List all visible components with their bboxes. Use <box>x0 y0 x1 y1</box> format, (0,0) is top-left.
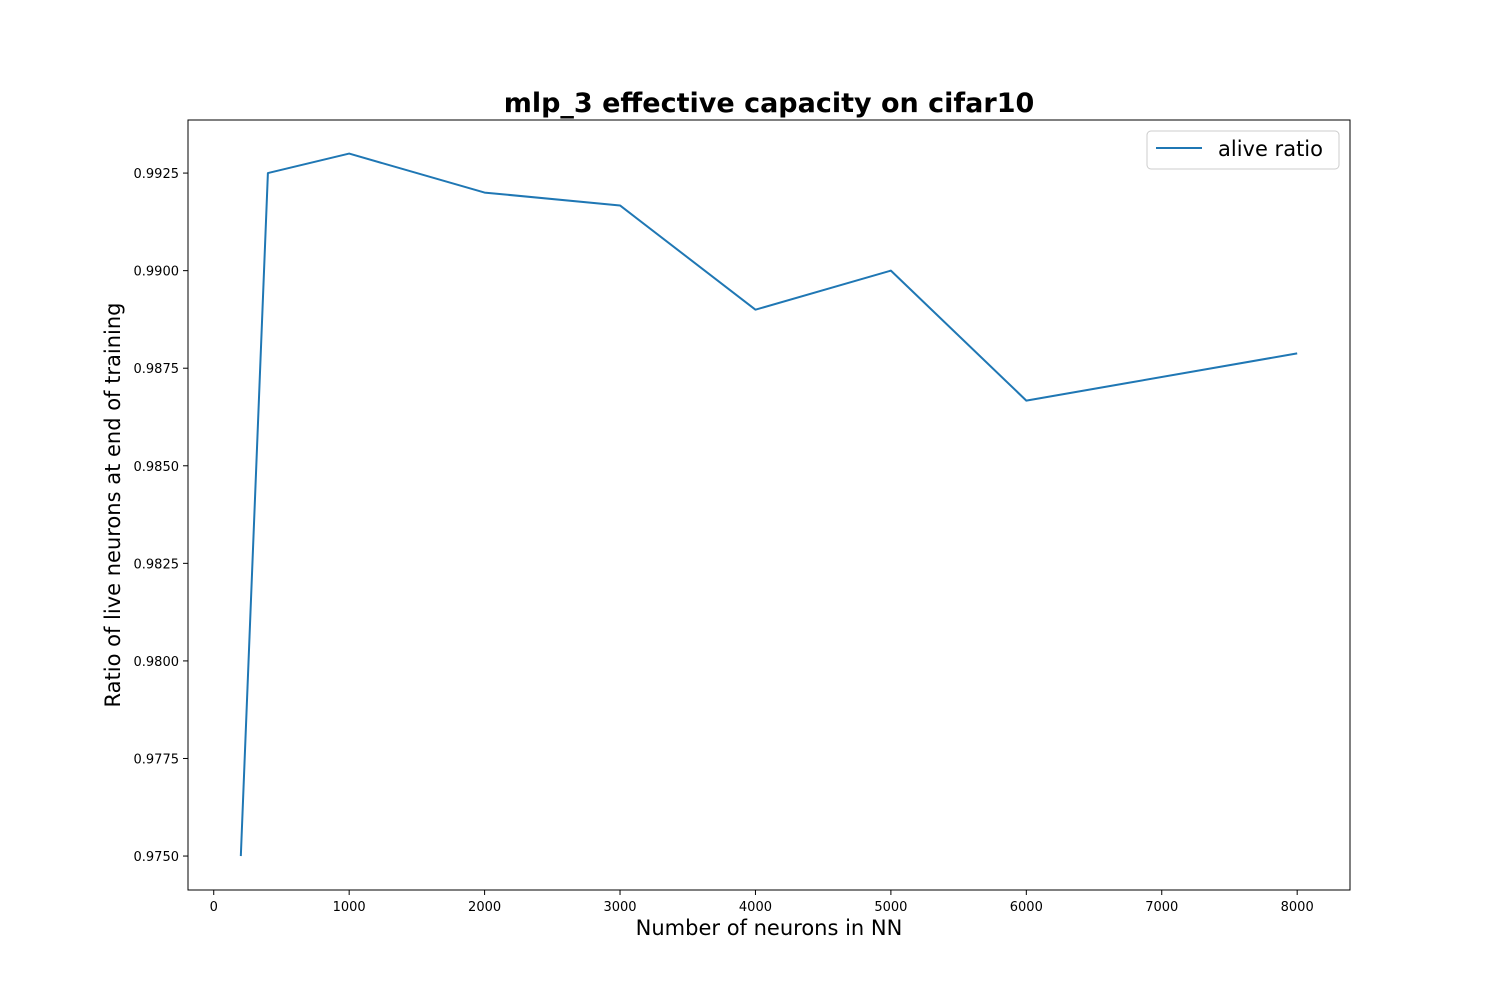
x-tick-label: 1000 <box>333 900 366 915</box>
y-tick-label: 0.9875 <box>134 362 180 377</box>
x-tick-label: 2000 <box>468 900 501 915</box>
y-tick-label: 0.9850 <box>134 460 180 475</box>
y-tick-label: 0.9800 <box>134 655 180 670</box>
y-axis: 0.9750 0.9775 0.9800 0.9825 0.9850 0.9875 0.99… <box>134 167 188 865</box>
y-tick-label: 0.9775 <box>134 752 180 767</box>
plot-frame <box>187 119 1351 891</box>
legend: alive ratio <box>1146 130 1340 170</box>
x-axis-title: Number of neurons in NN <box>636 916 903 940</box>
x-tick-label: 3000 <box>603 900 636 915</box>
x-tick-label: 4000 <box>739 900 772 915</box>
chart-title: mlp_3 effective capacity on cifar10 <box>504 88 1035 119</box>
legend-label-alive-ratio: alive ratio <box>1218 137 1323 161</box>
x-tick-label: 7000 <box>1145 900 1178 915</box>
legend-box <box>1146 130 1340 170</box>
y-tick-label: 0.9750 <box>134 850 180 865</box>
x-tick-label: 8000 <box>1281 900 1314 915</box>
series-layer <box>239 152 1298 857</box>
y-tick-label: 0.9825 <box>134 557 180 572</box>
x-tick-label: 6000 <box>1010 900 1043 915</box>
series-line-alive-ratio <box>239 152 1298 857</box>
y-axis-title: Ratio of live neurons at end of training <box>101 303 125 708</box>
plot-area <box>187 119 1351 891</box>
x-tick-label: 0 <box>210 900 218 915</box>
y-tick-label: 0.9925 <box>134 167 180 182</box>
x-axis: 0 1000 2000 3000 4000 5000 6000 7000 8000 <box>210 890 1314 915</box>
x-tick-label: 5000 <box>874 900 907 915</box>
y-tick-label: 0.9900 <box>134 265 180 280</box>
